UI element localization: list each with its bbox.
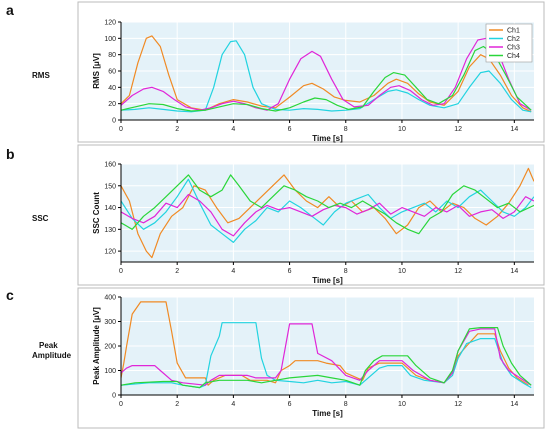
series-line-ch3 — [121, 323, 532, 386]
x-tick-label: 14 — [510, 126, 518, 133]
y-tick-label: 0 — [112, 393, 116, 400]
row-label: SSC — [32, 214, 49, 223]
y-tick-label: 0 — [112, 118, 116, 125]
y-tick-label: 100 — [104, 36, 116, 43]
series-line-ch1 — [121, 35, 532, 113]
y-tick-label: 120 — [104, 249, 116, 256]
x-tick-label: 2 — [175, 268, 179, 275]
x-tick-label: 12 — [454, 401, 462, 408]
y-tick-label: 60 — [108, 69, 116, 76]
panel-a: a RMS 0 2 4 6 8 10 12 14 0 20 40 60 80 100 120 Time [s] RM… — [6, 1, 545, 143]
x-tick-label: 0 — [119, 268, 123, 275]
series-line-ch4 — [121, 45, 532, 112]
panel-letter: a — [6, 2, 14, 18]
y-tick-label: 40 — [108, 85, 116, 92]
x-tick-label: 14 — [510, 268, 518, 275]
y-tick-label: 150 — [104, 183, 116, 190]
x-tick-label: 4 — [231, 401, 235, 408]
x-tick-label: 8 — [344, 401, 348, 408]
y-tick-label: 200 — [104, 344, 116, 351]
x-axis-label: Time [s] — [312, 409, 343, 418]
x-tick-label: 10 — [398, 401, 406, 408]
row-label: RMS — [32, 71, 50, 80]
legend-label: Ch4 — [507, 53, 520, 60]
x-tick-label: 4 — [231, 126, 235, 133]
y-tick-label: 140 — [104, 205, 116, 212]
x-tick-label: 14 — [510, 401, 518, 408]
x-tick-label: 10 — [398, 126, 406, 133]
y-tick-label: 100 — [104, 368, 116, 375]
y-axis-label: Peak Amplitude [μV] — [92, 307, 101, 385]
legend-label: Ch2 — [507, 36, 520, 43]
x-tick-label: 12 — [454, 126, 462, 133]
legend-label: Ch3 — [507, 45, 520, 52]
x-tick-label: 6 — [288, 401, 292, 408]
y-tick-label: 300 — [104, 319, 116, 326]
panel-c: c Peak Amplitude 0 2 4 6 8 10 12 14 0 100 200 300 400 Ti… — [6, 287, 545, 429]
y-tick-label: 400 — [104, 295, 116, 302]
panel-b: b SSC 0 2 4 6 8 10 12 14 120 130 140 150 160 Time [s] SS… — [6, 144, 545, 286]
series-line-ch3 — [121, 37, 532, 111]
series-line-ch4 — [121, 174, 534, 235]
x-tick-label: 2 — [175, 401, 179, 408]
legend-label: Ch1 — [507, 28, 520, 35]
y-axis-label: SSC Count — [92, 192, 101, 234]
series-line-ch2 — [121, 178, 534, 243]
row-label: Peak Amplitude — [32, 341, 72, 360]
series-line-ch2 — [121, 322, 532, 389]
x-axis-label: Time [s] — [312, 276, 343, 285]
series-line-ch4 — [121, 327, 532, 389]
y-tick-label: 130 — [104, 227, 116, 234]
plot-area — [121, 164, 534, 262]
x-tick-label: 0 — [119, 126, 123, 133]
x-tick-label: 8 — [344, 126, 348, 133]
x-tick-label: 6 — [288, 126, 292, 133]
x-tick-label: 10 — [398, 268, 406, 275]
y-axis-label: RMS [μV] — [92, 53, 101, 89]
x-axis-label: Time [s] — [312, 134, 343, 143]
x-tick-label: 2 — [175, 126, 179, 133]
x-tick-label: 8 — [344, 268, 348, 275]
x-tick-label: 0 — [119, 401, 123, 408]
x-tick-label: 6 — [288, 268, 292, 275]
y-tick-label: 20 — [108, 101, 116, 108]
x-tick-label: 4 — [231, 268, 235, 275]
series-line-ch1 — [121, 167, 534, 259]
x-tick-label: 12 — [454, 268, 462, 275]
y-tick-label: 160 — [104, 162, 116, 169]
panel-letter: b — [6, 146, 15, 162]
y-tick-label: 80 — [108, 52, 116, 59]
panel-letter: c — [6, 287, 14, 303]
y-tick-label: 120 — [104, 20, 116, 27]
